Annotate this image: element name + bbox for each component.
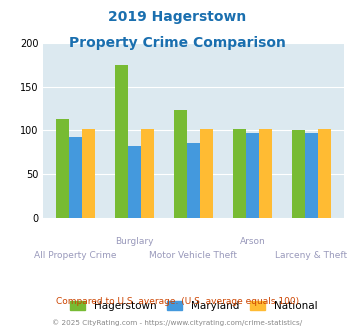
Bar xyxy=(318,129,331,218)
Bar xyxy=(82,129,95,218)
Text: Burglary: Burglary xyxy=(115,237,154,246)
Text: Larceny & Theft: Larceny & Theft xyxy=(275,251,347,260)
Bar xyxy=(69,137,82,218)
Bar xyxy=(115,65,128,218)
Text: Property Crime Comparison: Property Crime Comparison xyxy=(69,36,286,50)
Bar xyxy=(174,110,187,218)
Text: 2019 Hagerstown: 2019 Hagerstown xyxy=(108,10,247,24)
Bar xyxy=(305,133,318,218)
Bar xyxy=(246,133,259,218)
Bar xyxy=(187,144,200,218)
Text: All Property Crime: All Property Crime xyxy=(34,251,117,260)
Bar xyxy=(233,129,246,218)
Text: Compared to U.S. average. (U.S. average equals 100): Compared to U.S. average. (U.S. average … xyxy=(56,297,299,306)
Bar xyxy=(259,129,272,218)
Bar xyxy=(141,129,154,218)
Text: © 2025 CityRating.com - https://www.cityrating.com/crime-statistics/: © 2025 CityRating.com - https://www.city… xyxy=(53,319,302,326)
Text: Motor Vehicle Theft: Motor Vehicle Theft xyxy=(149,251,237,260)
Bar xyxy=(200,129,213,218)
Legend: Hagerstown, Maryland, National: Hagerstown, Maryland, National xyxy=(66,296,321,315)
Bar xyxy=(56,119,69,218)
Bar xyxy=(128,146,141,218)
Text: Arson: Arson xyxy=(240,237,265,246)
Bar xyxy=(292,130,305,218)
